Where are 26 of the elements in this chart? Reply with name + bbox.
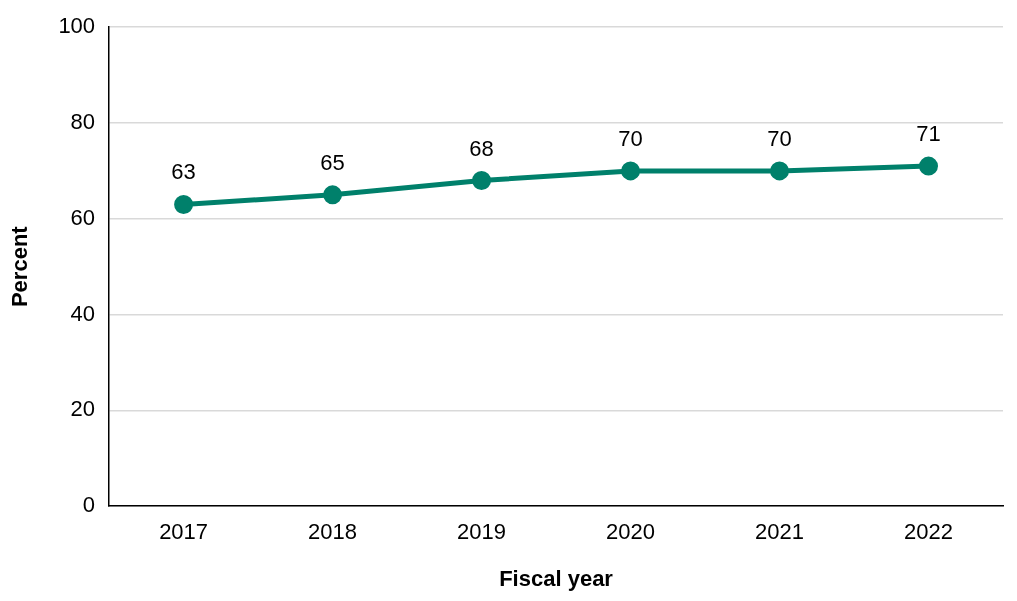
point [919, 156, 939, 176]
y-tick-label: 100 [58, 13, 96, 39]
y-tick-label: 20 [70, 396, 96, 422]
x-tick-label: 2017 [159, 519, 209, 545]
y-tick-label: 0 [82, 492, 96, 518]
x-tick-label: 2020 [606, 519, 656, 545]
point [621, 161, 641, 181]
y-tick-label: 80 [70, 109, 96, 135]
data-label: 63 [171, 159, 196, 185]
x-tick-label: 2022 [904, 519, 953, 545]
y-axis-title: Percent [7, 225, 33, 308]
x-tick-label: 2021 [755, 519, 804, 545]
point [472, 170, 492, 190]
y-tick-label: 40 [70, 300, 96, 326]
x-axis-title: Fiscal year [499, 565, 614, 591]
data-label: 68 [469, 135, 494, 161]
point [323, 185, 343, 205]
point [770, 161, 790, 181]
x-tick-label: 2019 [457, 519, 507, 545]
data-label: 65 [320, 149, 345, 175]
y-tick-label: 60 [70, 204, 96, 230]
data-label: 70 [767, 125, 792, 151]
point [174, 194, 194, 214]
x-tick-label: 2018 [308, 519, 358, 545]
data-label: 70 [618, 125, 643, 151]
data-label: 71 [916, 121, 941, 147]
